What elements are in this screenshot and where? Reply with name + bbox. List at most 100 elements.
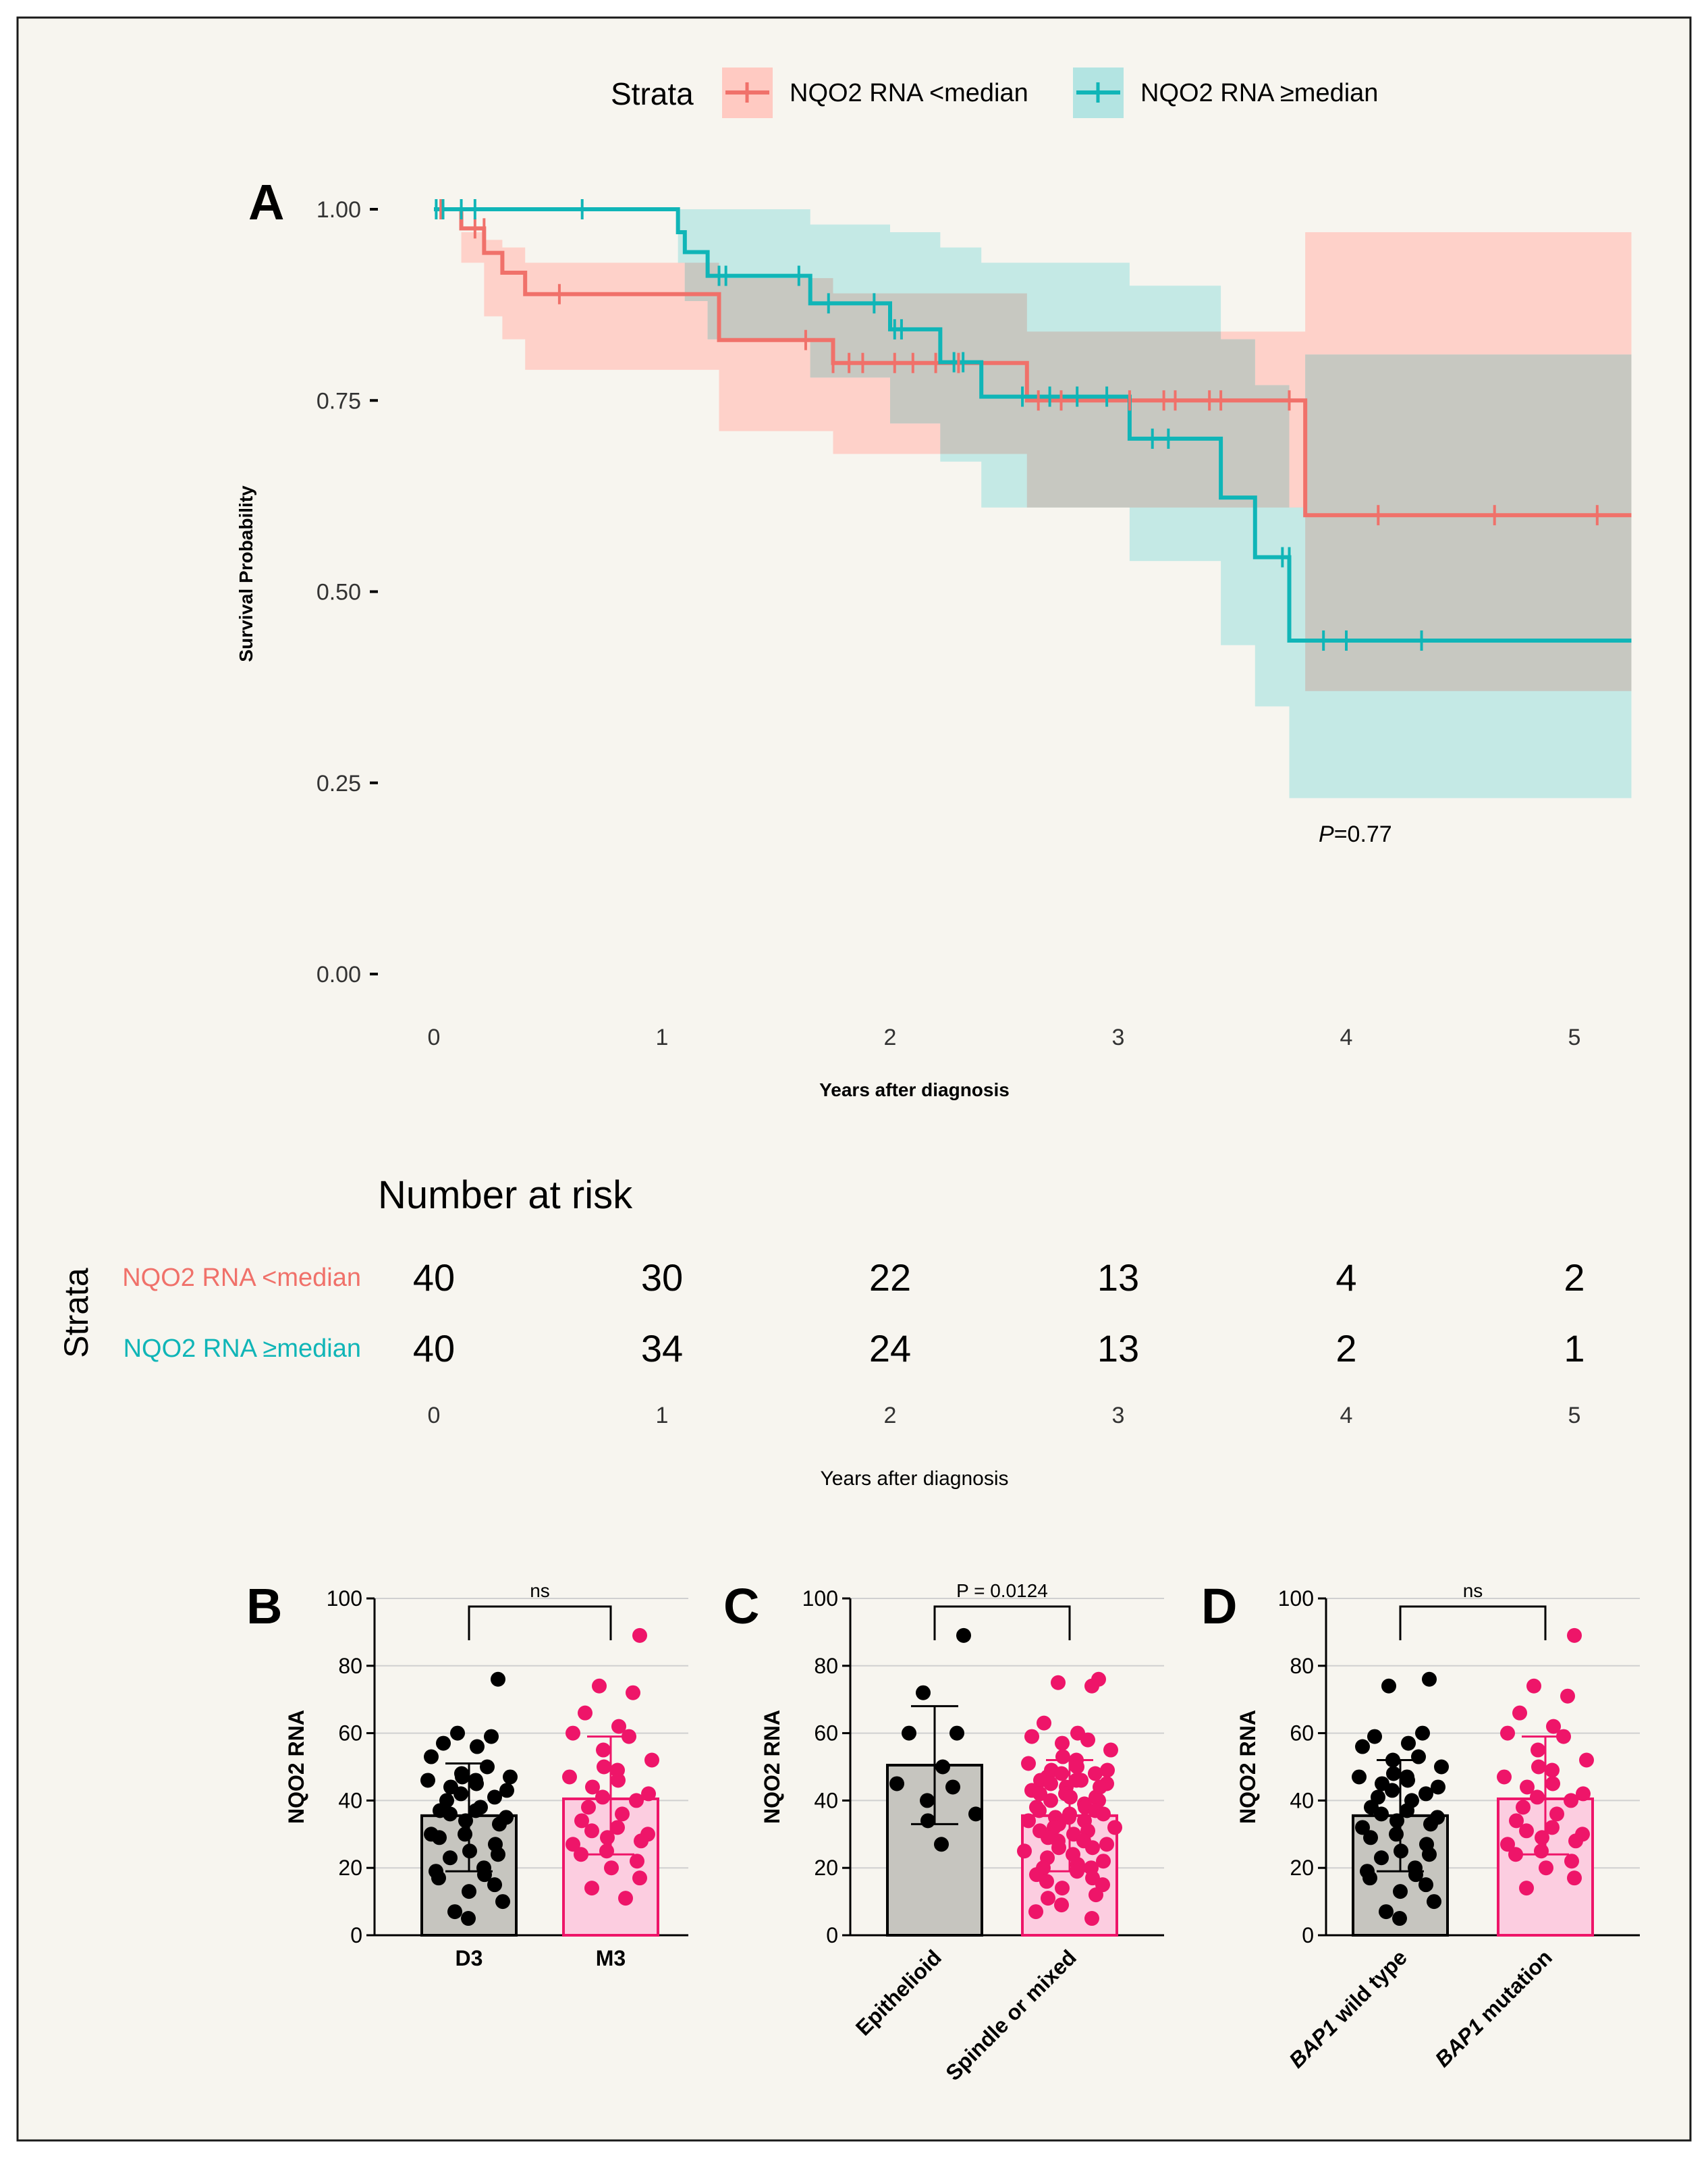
data-point [1379,1904,1394,1920]
data-point [1084,1678,1099,1694]
data-point [1500,1725,1515,1741]
risk-count: 30 [641,1256,683,1299]
data-point [1564,1854,1579,1869]
significance-label: ns [530,1580,550,1601]
survival-curve-high [434,207,1632,643]
data-point [632,1627,647,1643]
risk-count: 4 [1335,1256,1356,1299]
confidence-bands [434,209,1632,799]
data-point [902,1725,916,1741]
y-tick-label: 100 [327,1586,362,1611]
data-point [491,1847,505,1862]
risk-count: 2 [1335,1327,1356,1370]
data-point [458,1813,473,1829]
data-point [1096,1806,1111,1822]
y-tick-label: 20 [1290,1856,1314,1880]
y-axis-label: NQO2 RNA [284,1710,308,1824]
data-point [487,1789,502,1805]
data-point [492,1816,507,1832]
data-point [1389,1827,1404,1842]
data-point [1576,1786,1591,1802]
risk-time-label: 2 [884,1403,897,1428]
legend-title: Strata [611,76,694,111]
data-point [1545,1762,1560,1778]
data-point [450,1725,465,1741]
data-point [1381,1678,1396,1694]
y-tick-label: 40 [1290,1788,1314,1812]
data-point [1099,1837,1114,1852]
data-point [604,1860,619,1876]
data-point [1363,1830,1378,1845]
data-point [491,1671,505,1687]
data-point [889,1776,904,1791]
data-point [596,1742,611,1758]
data-point [1423,1816,1438,1832]
y-tick-label: 60 [338,1721,362,1746]
data-point [1021,1813,1036,1829]
data-point [1088,1766,1103,1781]
legend: Strata NQO2 RNA <median NQO2 RNA ≥median [611,68,1378,118]
data-point [1054,1766,1069,1781]
data-point [618,1891,633,1906]
data-point [592,1678,607,1694]
y-tick-label: 80 [814,1654,838,1678]
data-point [968,1806,983,1822]
data-point [1055,1735,1070,1751]
data-point [1567,1870,1582,1886]
risk-time-label: 5 [1568,1403,1581,1428]
risk-time-label: 3 [1112,1403,1125,1428]
x-tick-label: 0 [428,1025,441,1050]
x-category-label: M3 [596,1946,626,1970]
data-point [1579,1752,1594,1768]
data-point [1567,1627,1582,1643]
data-point [432,1830,447,1845]
data-point [484,1729,499,1744]
data-point [935,1759,950,1775]
data-point [945,1779,960,1795]
data-point [1017,1843,1032,1859]
data-point [630,1854,644,1869]
data-point [1520,1779,1535,1795]
data-point [956,1627,971,1643]
data-point [595,1789,610,1805]
data-point [610,1820,625,1835]
data-point [453,1786,468,1802]
significance-bracket [1399,1605,1547,1640]
data-point [1355,1820,1370,1835]
x-tick-label: 3 [1112,1025,1125,1050]
data-point [1508,1847,1523,1862]
data-point [1535,1830,1549,1845]
data-point [1560,1688,1575,1704]
data-point [1531,1759,1546,1775]
y-tick-label: 60 [1290,1721,1314,1746]
data-point [1389,1813,1404,1829]
data-point [622,1729,636,1744]
data-point [1545,1776,1560,1791]
p-value-annotation: P=0.77 [1319,821,1392,847]
data-point [581,1800,596,1815]
data-point [634,1833,649,1849]
data-point [1021,1756,1036,1771]
data-point [566,1837,580,1852]
y-axis-label: NQO2 RNA [1236,1710,1260,1824]
x-tick-label: 1 [656,1025,669,1050]
data-point [1427,1894,1441,1910]
data-point [574,1847,588,1862]
data-point [1556,1729,1571,1744]
risk-count: 34 [641,1327,683,1370]
data-point [424,1749,439,1764]
data-point [1085,1840,1100,1856]
data-point [1415,1725,1430,1741]
x-tick-label: 4 [1340,1025,1353,1050]
significance-bracket [468,1605,612,1640]
risk-row-label-high: NQO2 RNA ≥median [123,1334,361,1363]
data-point [615,1806,630,1822]
data-point [1422,1671,1437,1687]
risk-count: 13 [1097,1256,1139,1299]
confidence-band-overlap [434,209,1632,691]
risk-row-label-low: NQO2 RNA <median [122,1264,361,1292]
data-point [1054,1897,1069,1913]
risk-table-title: Number at risk [378,1173,633,1217]
data-point [1080,1732,1095,1748]
data-point [447,1904,462,1920]
